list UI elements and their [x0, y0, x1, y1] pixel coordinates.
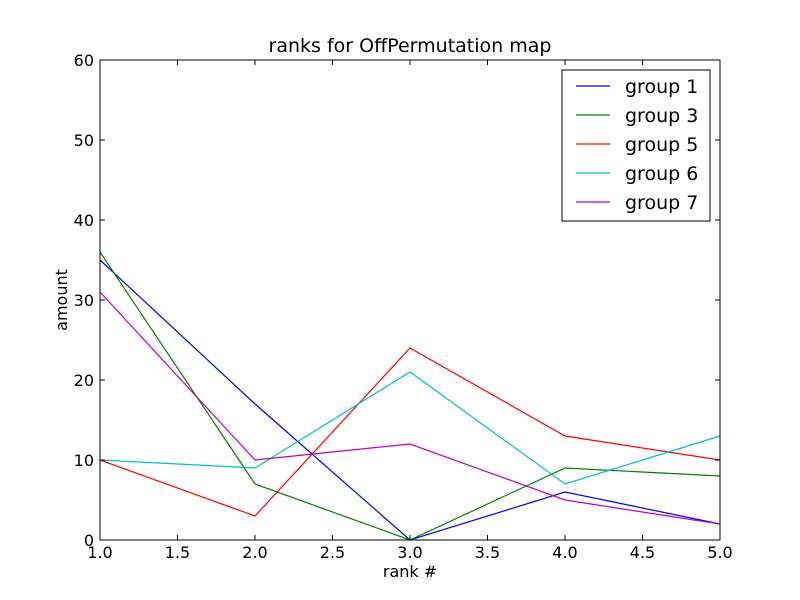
x-axis-label: rank #	[383, 562, 437, 581]
y-tick-label: 50	[74, 131, 94, 150]
x-tick-label: 4.0	[552, 543, 577, 562]
legend-label-3: group 5	[625, 134, 698, 156]
x-tick-label: 1.5	[165, 543, 190, 562]
legend-label-1: group 1	[625, 76, 698, 98]
y-tick-label: 0	[84, 531, 94, 550]
x-tick-label: 5.0	[707, 543, 732, 562]
axis-ticks: 1.0 1.5 2.0 2.5 3.0 3.5 4.0 4.5 5.0 0 10 20 30 40 50 60	[74, 51, 733, 562]
legend-label-4: group 6	[625, 163, 698, 185]
y-tick-label: 60	[74, 51, 94, 70]
series-line-4	[99, 371, 721, 485]
series-line-5	[99, 291, 721, 525]
x-tick-label: 1.0	[87, 543, 112, 562]
legend-label-2: group 3	[625, 105, 698, 127]
x-tick-label: 3.5	[475, 543, 500, 562]
y-tick-label: 10	[74, 451, 94, 470]
legend: group 1 group 3 group 5 group 6 group 7	[561, 69, 711, 222]
x-tick-label: 4.5	[630, 543, 655, 562]
y-tick-label: 30	[74, 291, 94, 310]
legend-label-5: group 7	[625, 192, 698, 214]
x-tick-label: 2.0	[242, 543, 267, 562]
x-tick-label: 3.0	[397, 543, 422, 562]
y-axis-label: amount	[52, 269, 71, 331]
legend-box	[561, 69, 711, 222]
y-tick-label: 40	[74, 211, 94, 230]
y-tick-label: 20	[74, 371, 94, 390]
chart-title: ranks for OffPermutation map	[269, 35, 552, 57]
x-tick-label: 2.5	[320, 543, 345, 562]
series-line-3	[99, 347, 721, 517]
